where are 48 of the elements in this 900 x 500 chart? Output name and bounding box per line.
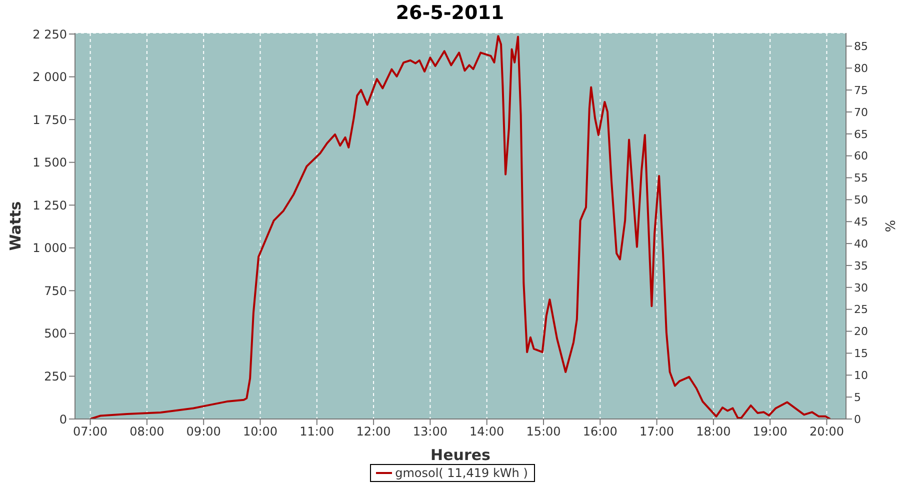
y-tick-label: 1 500 — [32, 156, 67, 170]
x-tick-label: 12:00 — [356, 424, 391, 439]
x-tick-label: 14:00 — [470, 424, 504, 439]
x-tick-label: 09:00 — [186, 424, 221, 439]
y2-tick-label: 65 — [854, 128, 868, 141]
x-tick-label: 08:00 — [130, 424, 164, 439]
y2-tick-label: 60 — [854, 150, 868, 163]
y2-tick-label: 5 — [854, 390, 861, 404]
y-tick-label: 750 — [44, 284, 67, 298]
y2-tick-label: 35 — [854, 259, 868, 272]
y2-tick-label: 55 — [854, 172, 868, 185]
y2-tick-label: 75 — [854, 84, 868, 97]
y2-tick-label: 80 — [854, 62, 868, 75]
x-tick-label: 11:00 — [300, 424, 334, 439]
x-tick-label: 10:00 — [242, 424, 278, 439]
y-axis-title: Watts — [6, 201, 24, 251]
y-tick-label: 500 — [44, 326, 67, 341]
y-tick-label: 250 — [44, 369, 67, 384]
y-tick-label: 0 — [59, 412, 67, 426]
x-tick-label: 18:00 — [696, 424, 731, 439]
x-tick-label: 17:00 — [639, 424, 674, 439]
x-tick-label: 07:00 — [73, 424, 108, 439]
y2-tick-label: 50 — [854, 194, 868, 207]
y2-tick-label: 25 — [854, 303, 868, 316]
legend-label: gmosol( 11,419 kWh ) — [395, 466, 528, 480]
x-tick-label: 15:00 — [526, 424, 561, 439]
x-tick-label: 20:00 — [809, 424, 844, 439]
y2-tick-label: 70 — [854, 106, 868, 119]
y2-tick-label: 30 — [854, 281, 868, 294]
y2-tick-label: 20 — [854, 325, 868, 338]
y2-tick-label: 0 — [854, 412, 861, 426]
y-tick-label: 1 000 — [32, 241, 67, 256]
x-tick-label: 19:00 — [752, 424, 788, 439]
chart-title: 26-5-2011 — [394, 2, 506, 24]
line-series — [89, 35, 832, 419]
y-tick-label: 1 750 — [32, 112, 67, 127]
y2-tick-label: 85 — [854, 40, 868, 54]
y2-tick-label: 10 — [854, 369, 868, 382]
x-tick-label: 16:00 — [582, 424, 618, 439]
y-tick-label: 1 250 — [32, 198, 67, 212]
y2-tick-label: 15 — [854, 347, 868, 360]
x-tick-label: 13:00 — [412, 424, 448, 439]
y2-axis-title: % — [881, 220, 896, 232]
y-tick-label: 2 250 — [32, 27, 67, 42]
y2-tick-label: 40 — [854, 237, 868, 250]
y2-tick-label: 45 — [854, 216, 868, 229]
y-tick-label: 2 000 — [32, 70, 67, 84]
x-axis-title: Heures — [430, 446, 491, 464]
